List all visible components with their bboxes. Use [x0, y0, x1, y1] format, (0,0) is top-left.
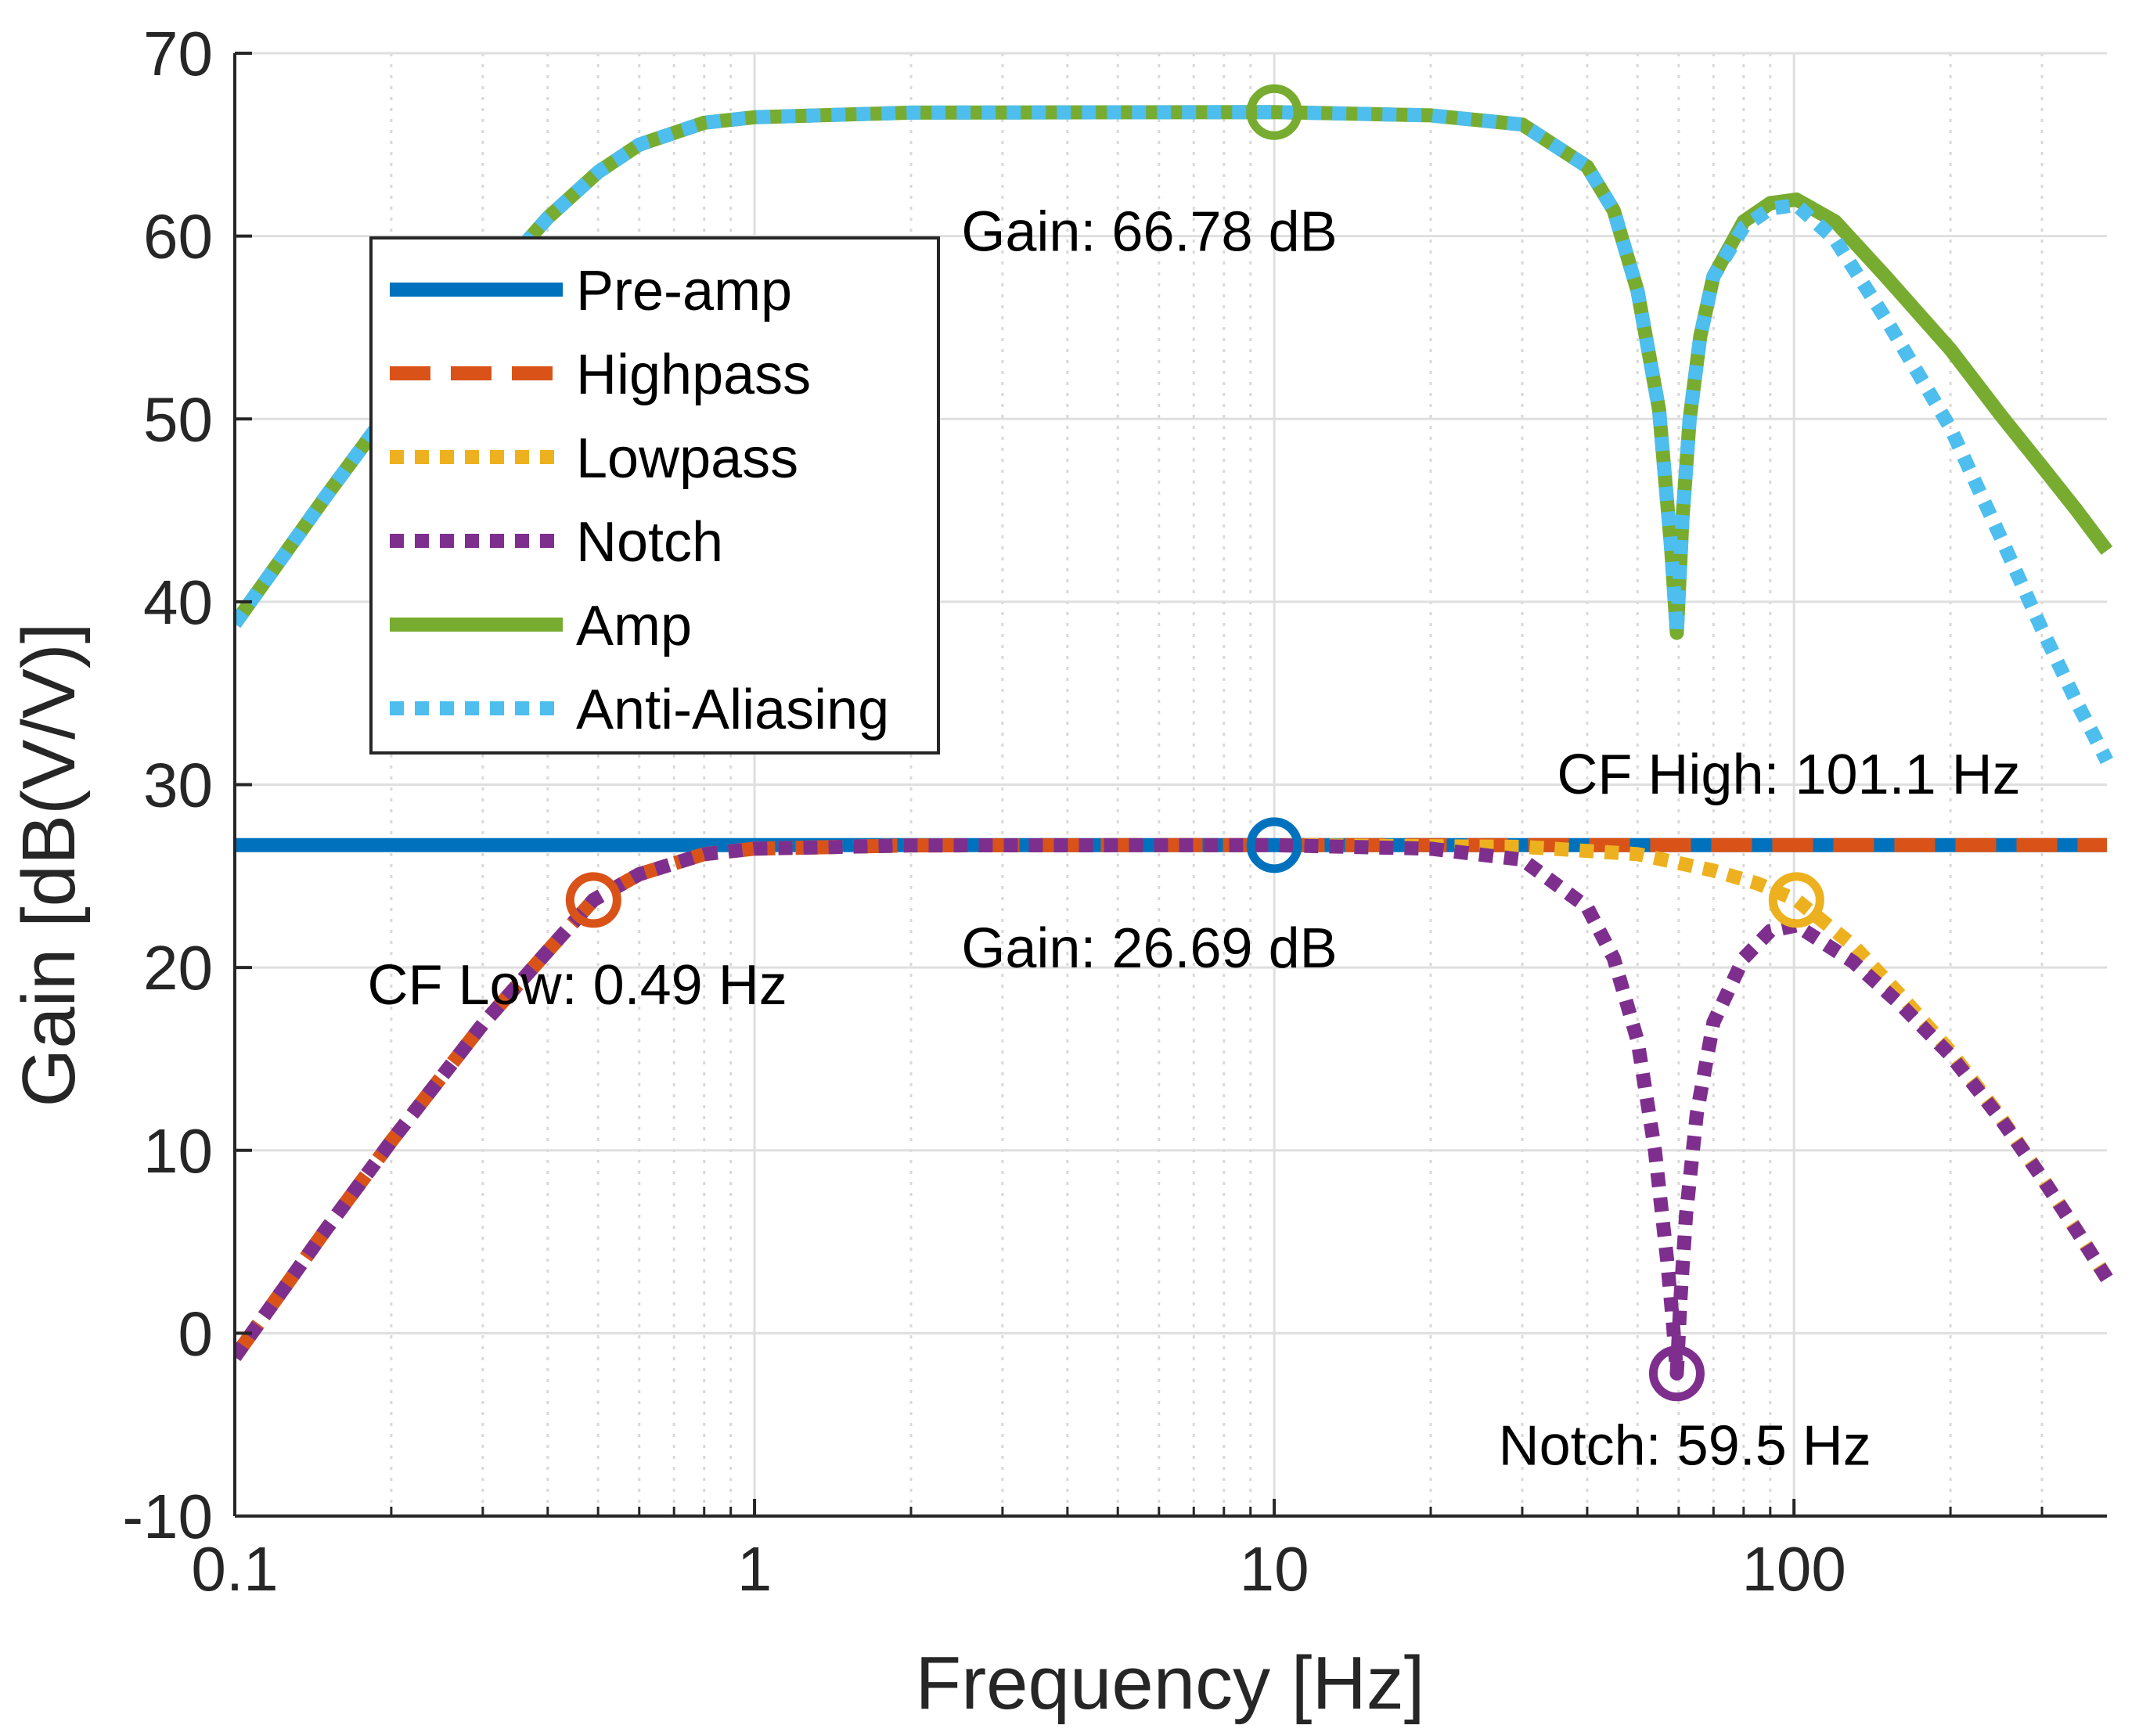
annotations: Gain: 66.78 dB Gain: 26.69 dB CF Low: 0.49…: [368, 200, 2021, 1477]
data-marker-circle: [1768, 872, 1824, 928]
x-axis-title: Frequency [Hz]: [916, 1641, 1425, 1725]
legend-label: Amp: [576, 595, 692, 657]
axes: -10 0 10 20 30 40 50 60 70 0.1 1 10 100: [122, 19, 2107, 1604]
annotation-label: Gain: 66.78 dB: [961, 200, 1337, 263]
legend-label: Pre-amp: [576, 260, 792, 322]
y-tick-label: -10: [122, 1482, 213, 1551]
series-line-amp: [235, 105, 2113, 640]
legend-label: Highpass: [576, 344, 811, 406]
y-tick-label: 60: [143, 202, 213, 272]
legend: Pre-amp Highpass Lowpass Notch Amp Anti-Alias…: [369, 236, 940, 755]
legend-box: [369, 236, 940, 755]
data-marker-circle: [1246, 817, 1302, 873]
series-line-highpass: [235, 837, 2107, 1361]
x-tick-label: 10: [1240, 1534, 1309, 1604]
annotation-label: Notch: 59.5 Hz: [1499, 1415, 1871, 1478]
legend-label: Notch: [576, 511, 723, 574]
y-tick-label: 10: [143, 1116, 213, 1186]
annotation-label: Gain: 26.69 dB: [961, 917, 1337, 980]
x-tick-label: 0.1: [191, 1534, 278, 1604]
x-tick-label: 100: [1741, 1534, 1846, 1604]
legend-label: Lowpass: [576, 427, 798, 490]
annotation-label: CF High: 101.1 Hz: [1557, 744, 2020, 806]
y-tick-label: 40: [143, 567, 213, 637]
y-tick-label: 70: [143, 19, 213, 88]
legend-label: Anti-Aliasing: [576, 679, 889, 741]
y-tick-label: 20: [143, 933, 213, 1003]
annotation-label: CF Low: 0.49 Hz: [368, 954, 787, 1017]
y-tick-label: 0: [178, 1298, 214, 1368]
data-marker-circle: [1246, 84, 1302, 140]
marker-group: [565, 84, 1824, 1402]
y-axis-title: Gain [dB(V/V)]: [7, 623, 91, 1108]
x-tick-label: 1: [737, 1534, 772, 1604]
data-marker-circle: [1648, 1345, 1705, 1402]
y-tick-label: 50: [143, 384, 213, 454]
series-line-anti-aliasing: [235, 105, 2113, 765]
y-tick-label: 30: [143, 751, 213, 820]
data-marker-circle: [565, 872, 621, 928]
